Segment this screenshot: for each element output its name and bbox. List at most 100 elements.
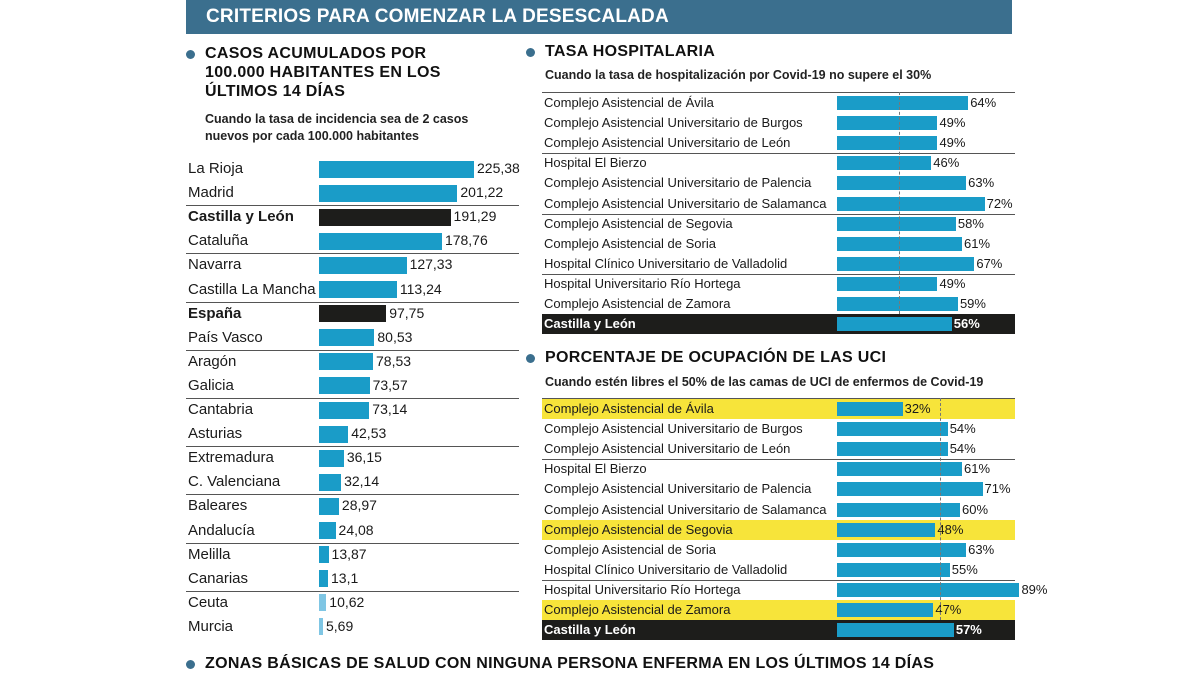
cases-value: 97,75 (389, 304, 425, 321)
cases-row-baleares: Baleares 28,97 (186, 494, 519, 518)
uci-bar (837, 442, 948, 457)
uci-separator (542, 579, 1015, 581)
hosp-label: Complejo Asistencial Universitario de Le… (544, 135, 791, 151)
cases-label: Andalucía (188, 521, 255, 539)
uci-value: 61% (964, 461, 991, 477)
hosp-bar (837, 136, 938, 151)
hosp-bar (837, 276, 938, 291)
hosp-bar (837, 256, 975, 271)
uci-value: 32% (904, 401, 931, 416)
hosp-row-complejo-asistencial-universitario-de-palencia: Complejo Asistencial Universitario de Pa… (542, 173, 1015, 193)
uci-row-complejo-asistencial-de-soria: Complejo Asistencial de Soria 63% (542, 540, 1015, 560)
uci-bar (837, 482, 983, 497)
cases-value: 80,53 (377, 328, 413, 345)
uci-separator (542, 459, 1015, 461)
uci-row-complejo-asistencial-universitario-de-burgos: Complejo Asistencial Universitario de Bu… (542, 419, 1015, 439)
hosp-bar (837, 236, 963, 251)
hosp-value: 67% (976, 255, 1003, 271)
left-title-line-1: CASOS ACUMULADOS POR (205, 45, 427, 62)
banner-title: CRITERIOS PARA COMENZAR LA DESESCALADA (186, 0, 1012, 34)
cases-label: Cataluña (188, 232, 249, 250)
hosp-label: Castilla y León (544, 316, 636, 332)
hosp-threshold-line (898, 92, 900, 315)
cases-label: Aragón (188, 352, 237, 370)
cases-row-navarra: Navarra 127,33 (186, 253, 519, 277)
uci-section-title: PORCENTAJE DE OCUPACIÓN DE LAS UCI (545, 349, 887, 366)
uci-label: Complejo Asistencial de Zamora (544, 602, 731, 617)
cases-bar (319, 618, 323, 636)
uci-value: 54% (949, 441, 976, 457)
cases-separator (186, 398, 519, 399)
cases-label: Ceuta (188, 593, 229, 611)
cases-row-canarias: Canarias 13,1 (186, 567, 519, 591)
uci-row-hospital-el-bierzo: Hospital El Bierzo 61% (542, 459, 1015, 479)
cases-label: Navarra (188, 256, 242, 274)
uci-value: 63% (968, 541, 995, 557)
cases-value: 5,69 (326, 617, 354, 634)
cases-value: 42,53 (351, 425, 387, 442)
cases-value: 191,29 (453, 208, 497, 225)
hosp-label: Complejo Asistencial de Segovia (544, 215, 733, 231)
cases-bar-chart: La Rioja 225,38 Madrid 201,22 Castilla y Leó… (186, 157, 520, 639)
hosp-separator (542, 213, 1015, 215)
cases-row-castilla-la-mancha: Castilla La Mancha 113,24 (186, 278, 519, 302)
cases-bar (319, 522, 336, 540)
hosp-value: 59% (959, 296, 986, 311)
cases-value: 36,15 (346, 449, 382, 466)
cases-separator (186, 446, 519, 448)
cases-separator (186, 349, 519, 351)
hosp-bullet-icon (526, 48, 535, 57)
hosp-bar (837, 297, 958, 312)
cases-separator (186, 301, 519, 303)
uci-value: 55% (951, 561, 978, 577)
cases-label: Melilla (188, 545, 231, 563)
cases-row-la-rioja: La Rioja 225,38 (186, 157, 520, 181)
cases-label: Canarias (188, 569, 249, 587)
cases-bar (319, 449, 344, 467)
cases-bar (319, 160, 474, 178)
cases-value: 225,38 (477, 160, 520, 176)
cases-bar (319, 497, 339, 515)
uci-bar (837, 402, 903, 417)
uci-bar (837, 542, 967, 557)
uci-row-complejo-asistencial-universitario-de-leon: Complejo Asistencial Universitario de Le… (542, 439, 1015, 459)
uci-bar (837, 582, 1020, 597)
cases-bar (319, 425, 349, 443)
hosp-value: 61% (964, 235, 991, 251)
hosp-separator (542, 273, 1015, 275)
uci-section-subtitle: Cuando estén libres el 50% de las camas … (545, 375, 984, 389)
uci-bar (837, 603, 934, 618)
hosp-section-subtitle: Cuando la tasa de hospitalización por Co… (545, 68, 932, 82)
uci-row-hospital-universitario-rio-hortega: Hospital Universitario Río Hortega 89% (542, 580, 1047, 600)
cases-value: 32,14 (344, 473, 380, 490)
uci-label: Complejo Asistencial Universitario de Sa… (544, 501, 827, 517)
cases-value: 73,14 (372, 401, 408, 417)
hosp-value: 56% (953, 316, 980, 332)
left-subtitle-line-1: Cuando la tasa de incidencia sea de 2 ca… (205, 112, 469, 126)
hosp-row-complejo-asistencial-universitario-de-salamanca: Complejo Asistencial Universitario de Sa… (542, 194, 1015, 214)
uci-threshold-line (939, 398, 941, 621)
hosp-bar (837, 156, 932, 171)
cases-row-castilla-y-leon: Castilla y León 191,29 (186, 205, 519, 229)
cases-row-asturias: Asturias 42,53 (186, 422, 519, 446)
uci-bar (837, 422, 948, 437)
hosp-row-hospital-universitario-rio-hortega: Hospital Universitario Río Hortega 49% (542, 274, 1015, 294)
uci-bar (837, 522, 936, 537)
hosp-row-complejo-asistencial-de-avila: Complejo Asistencial de Ávila 64% (542, 93, 1015, 113)
cases-bar (319, 208, 451, 226)
uci-value: 57% (955, 622, 982, 638)
hosp-label: Hospital Clínico Universitario de Vallad… (544, 255, 788, 271)
hosp-bar (837, 116, 938, 131)
hosp-label: Complejo Asistencial de Ávila (544, 95, 714, 110)
hosp-row-hospital-el-bierzo: Hospital El Bierzo 46% (542, 153, 1015, 173)
cases-value: 24,08 (338, 521, 374, 538)
hosp-row-complejo-asistencial-universitario-de-burgos: Complejo Asistencial Universitario de Bu… (542, 113, 1015, 133)
hosp-bar (837, 196, 985, 211)
uci-value: 71% (984, 481, 1011, 497)
cases-separator (186, 205, 519, 207)
cases-row-extremadura: Extremadura 36,15 (186, 446, 519, 470)
cases-value: 113,24 (399, 280, 442, 297)
uci-row-complejo-asistencial-de-zamora: Complejo Asistencial de Zamora 47% (542, 600, 1015, 621)
cases-label: C. Valenciana (188, 473, 281, 491)
left-bullet-icon (186, 50, 195, 59)
